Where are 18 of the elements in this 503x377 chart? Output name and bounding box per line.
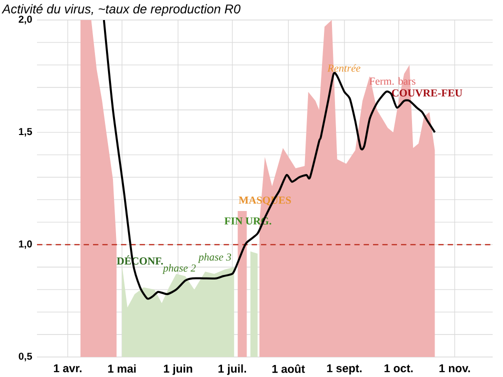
y-tick-label: 0,5 — [18, 352, 32, 362]
x-tick-label: 1 mai — [108, 364, 136, 373]
annotation: Rentrée — [327, 64, 360, 72]
x-tick-label: 1 août — [272, 364, 305, 373]
y-tick-label: 1,0 — [19, 240, 32, 249]
annotation: phase 3 — [198, 253, 232, 263]
x-tick-label: 1 juin — [164, 364, 192, 375]
annotation: COUVRE-FEU — [392, 89, 462, 97]
y-tick-label: 2,0 — [18, 16, 32, 24]
x-tick-label: 1 sept. — [327, 364, 362, 374]
chart-title: Activité du virus, ~taux de reproduction R0 — [2, 4, 240, 16]
x-tick-label: 1 avr. — [54, 364, 82, 372]
x-tick-label: 1 juil. — [218, 364, 246, 375]
x-tick-label: 1 nov. — [439, 364, 470, 372]
annotation: Ferm. bars — [370, 77, 416, 85]
y-tick-label: 1,5 — [19, 128, 32, 137]
x-tick-label: 1 oct. — [384, 364, 413, 372]
annotation: phase 2 — [162, 264, 196, 274]
